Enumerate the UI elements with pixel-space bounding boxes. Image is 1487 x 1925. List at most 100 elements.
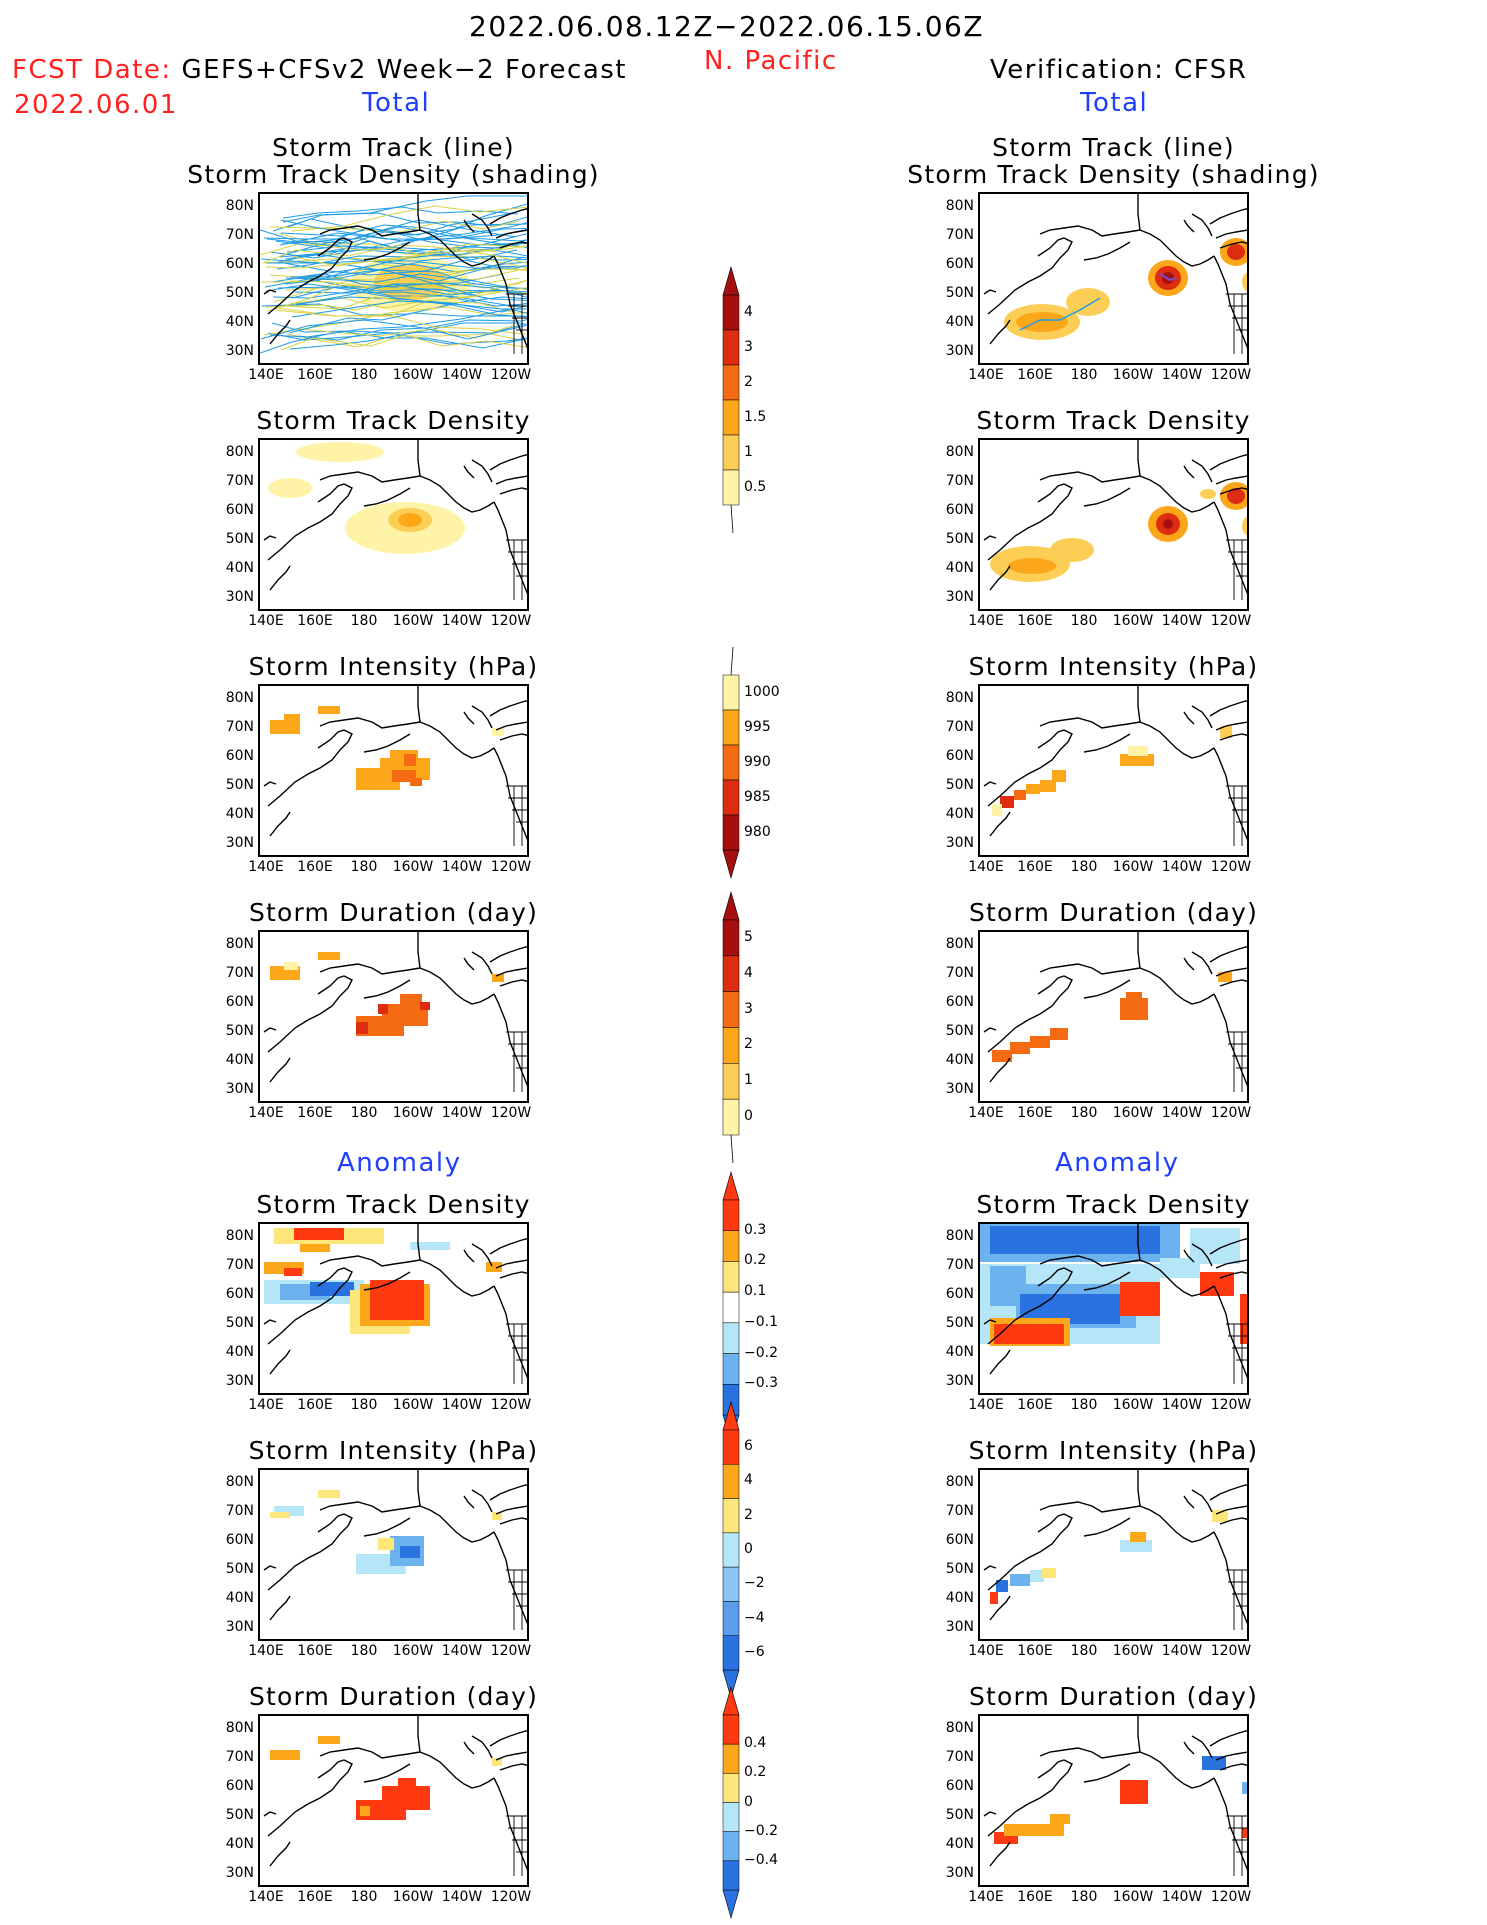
lat-tick-label: 80N — [940, 198, 974, 214]
lon-tick-label: 180 — [341, 1889, 387, 1905]
lon-tick-label: 120W — [488, 1397, 534, 1413]
lon-tick-label: 140W — [1159, 859, 1205, 875]
lon-tick-label: 120W — [488, 1105, 534, 1121]
lat-tick-label: 40N — [940, 1052, 974, 1068]
lon-tick-label: 180 — [341, 859, 387, 875]
lon-tick-label: 140W — [439, 613, 485, 629]
colorbar-tick-label: 4 — [744, 304, 753, 320]
colorbar-tick-label: −0.4 — [744, 1852, 778, 1868]
lat-tick-label: 60N — [940, 994, 974, 1010]
map-aInt-left — [258, 1468, 529, 1641]
verification-label: Verification: CFSR — [990, 55, 1247, 85]
colorbar-tick-label: 3 — [744, 339, 753, 355]
lon-tick-label: 180 — [1061, 859, 1107, 875]
lat-tick-label: 30N — [220, 1081, 254, 1097]
lat-tick-label: 40N — [940, 560, 974, 576]
lat-tick-label: 60N — [220, 994, 254, 1010]
lon-tick-label: 140E — [963, 1643, 1009, 1659]
lon-tick-label: 160W — [1110, 1889, 1156, 1905]
lon-tick-label: 180 — [341, 367, 387, 383]
lat-tick-label: 80N — [220, 1720, 254, 1736]
lon-tick-label: 140E — [963, 367, 1009, 383]
colorbar-tick-label: 1 — [744, 1072, 753, 1088]
lat-tick-label: 80N — [940, 936, 974, 952]
lon-tick-label: 140E — [243, 1643, 289, 1659]
lon-tick-label: 140W — [1159, 1643, 1205, 1659]
lon-tick-label: 140E — [243, 613, 289, 629]
lat-tick-label: 40N — [940, 1590, 974, 1606]
lon-tick-label: 160W — [390, 1397, 436, 1413]
lat-tick-label: 80N — [220, 444, 254, 460]
colorbar-tick-label: −0.2 — [744, 1823, 778, 1839]
lon-tick-label: 120W — [488, 367, 534, 383]
lon-tick-label: 160E — [292, 859, 338, 875]
lon-tick-label: 180 — [341, 1105, 387, 1121]
lat-tick-label: 40N — [220, 560, 254, 576]
lat-tick-label: 40N — [220, 314, 254, 330]
colorbar-tick-label: 5 — [744, 929, 753, 945]
lat-tick-label: 80N — [940, 444, 974, 460]
lat-tick-label: 50N — [940, 285, 974, 301]
fcst-header: FCST Date: GEFS+CFSv2 Week−2 Forecast — [12, 55, 627, 85]
lat-tick-label: 50N — [940, 777, 974, 793]
lat-tick-label: 60N — [220, 256, 254, 272]
lon-tick-label: 140W — [1159, 1889, 1205, 1905]
colorbar-tick-label: 0.2 — [744, 1764, 766, 1780]
lon-tick-label: 120W — [1208, 859, 1254, 875]
lon-tick-label: 160W — [390, 1643, 436, 1659]
lat-tick-label: 40N — [220, 1344, 254, 1360]
lon-tick-label: 120W — [488, 859, 534, 875]
lon-tick-label: 160E — [292, 1643, 338, 1659]
lat-tick-label: 80N — [220, 1474, 254, 1490]
lat-tick-label: 30N — [220, 589, 254, 605]
panel-title-aDen-right-1: Storm Track Density — [898, 1191, 1329, 1218]
map-density-right — [978, 438, 1249, 611]
lon-tick-label: 160W — [1110, 613, 1156, 629]
lon-tick-label: 140E — [243, 1889, 289, 1905]
panel-title-aDen-left-1: Storm Track Density — [178, 1191, 609, 1218]
total-label-right: Total — [1080, 88, 1148, 118]
lat-tick-label: 40N — [220, 1590, 254, 1606]
lon-tick-label: 180 — [1061, 613, 1107, 629]
lon-tick-label: 180 — [341, 1397, 387, 1413]
lon-tick-label: 120W — [488, 1643, 534, 1659]
panel-title-tracks-right-1: Storm Track (line) — [898, 134, 1329, 161]
lat-tick-label: 80N — [940, 1228, 974, 1244]
lat-tick-label: 50N — [940, 1023, 974, 1039]
lat-tick-label: 60N — [220, 1532, 254, 1548]
lat-tick-label: 70N — [220, 1503, 254, 1519]
lon-tick-label: 140W — [439, 1643, 485, 1659]
colorbar-intensity-total — [722, 645, 740, 884]
lat-tick-label: 60N — [940, 502, 974, 518]
lon-tick-label: 160E — [292, 367, 338, 383]
lon-tick-label: 180 — [341, 613, 387, 629]
lon-tick-label: 120W — [488, 613, 534, 629]
lon-tick-label: 180 — [1061, 1889, 1107, 1905]
map-aDen-right — [978, 1222, 1249, 1395]
colorbar-tick-label: 1000 — [744, 684, 780, 700]
map-dur-left — [258, 930, 529, 1103]
map-tracks-left — [258, 192, 529, 365]
colorbar-tick-label: 2 — [744, 1036, 753, 1052]
lon-tick-label: 160E — [1012, 1643, 1058, 1659]
lon-tick-label: 120W — [1208, 1105, 1254, 1121]
lon-tick-label: 160E — [1012, 1397, 1058, 1413]
map-density-left — [258, 438, 529, 611]
panel-title-int-right-1: Storm Intensity (hPa) — [898, 653, 1329, 680]
lat-tick-label: 30N — [940, 1865, 974, 1881]
lon-tick-label: 140W — [439, 1397, 485, 1413]
lat-tick-label: 70N — [940, 719, 974, 735]
lat-tick-label: 40N — [940, 806, 974, 822]
colorbar-tick-label: 4 — [744, 965, 753, 981]
colorbar-tick-label: 0.1 — [744, 1283, 766, 1299]
lon-tick-label: 140W — [1159, 613, 1205, 629]
lon-tick-label: 180 — [1061, 1105, 1107, 1121]
lon-tick-label: 140E — [243, 1105, 289, 1121]
colorbar-duration-total — [722, 890, 740, 1169]
lon-tick-label: 140W — [439, 1889, 485, 1905]
lat-tick-label: 60N — [220, 748, 254, 764]
panel-title-density-right-1: Storm Track Density — [898, 407, 1329, 434]
lon-tick-label: 140E — [963, 1889, 1009, 1905]
lat-tick-label: 70N — [940, 965, 974, 981]
lat-tick-label: 70N — [940, 1257, 974, 1273]
